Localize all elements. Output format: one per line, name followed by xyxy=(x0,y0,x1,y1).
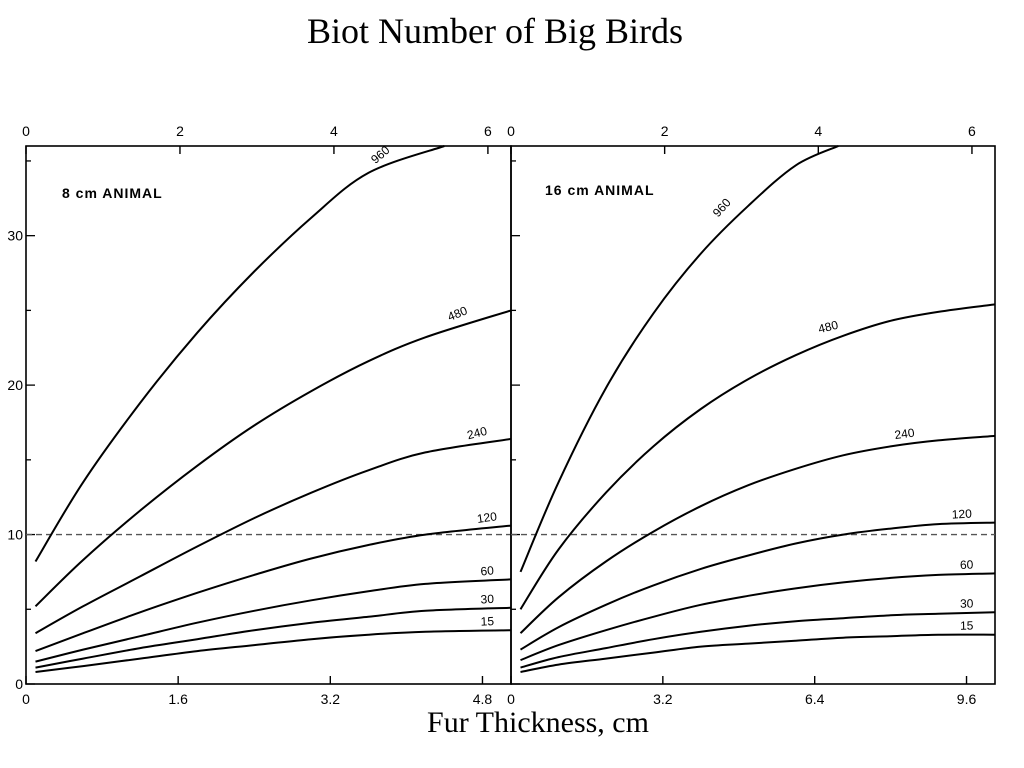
top-tick-label: 6 xyxy=(968,123,976,139)
curve-label-60: 60 xyxy=(960,558,974,572)
curve-30 xyxy=(520,611,996,669)
curve-240 xyxy=(35,437,512,635)
curve-label-15: 15 xyxy=(960,619,974,633)
y-tick-label: 10 xyxy=(7,527,23,543)
y-tick-label: 20 xyxy=(7,377,23,393)
curve-30 xyxy=(35,606,512,669)
x-tick-label: 3.2 xyxy=(653,691,673,707)
curve-label-15: 15 xyxy=(480,614,494,628)
top-tick-label: 4 xyxy=(330,123,338,139)
y-tick-label: 30 xyxy=(7,228,23,244)
x-tick-label: 0 xyxy=(22,691,30,707)
top-tick-label: 6 xyxy=(484,123,492,139)
curve-label-30: 30 xyxy=(960,597,974,611)
curve-15 xyxy=(520,633,996,673)
curve-label-240: 240 xyxy=(466,424,489,443)
curve-label-30: 30 xyxy=(480,592,494,607)
curve-120 xyxy=(35,524,512,653)
panel-label: 8 cm ANIMAL xyxy=(62,185,163,201)
x-tick-label: 6.4 xyxy=(805,691,825,707)
curve-label-60: 60 xyxy=(480,563,495,578)
top-tick-label: 4 xyxy=(814,123,822,139)
top-tick-label: 2 xyxy=(661,123,669,139)
curve-label-120: 120 xyxy=(951,507,972,522)
x-tick-label: 9.6 xyxy=(957,691,977,707)
top-tick-label: 0 xyxy=(22,123,30,139)
curve-240 xyxy=(519,434,996,634)
x-tick-label: 0 xyxy=(507,691,515,707)
curve-60 xyxy=(35,578,512,663)
x-tick-label: 1.6 xyxy=(168,691,188,707)
panel-label: 16 cm ANIMAL xyxy=(545,182,655,198)
curve-960 xyxy=(34,145,445,563)
curve-60 xyxy=(520,572,996,662)
x-tick-label: 4.8 xyxy=(473,691,493,707)
x-tick-label: 3.2 xyxy=(321,691,341,707)
curve-label-480: 480 xyxy=(817,318,840,337)
y-tick-label: 0 xyxy=(15,676,23,692)
curve-label-480: 480 xyxy=(446,303,470,324)
slide-title: Biot Number of Big Birds xyxy=(307,11,683,51)
curve-15 xyxy=(35,629,512,673)
top-tick-label: 0 xyxy=(507,123,515,139)
curve-480 xyxy=(519,303,996,610)
curve-480 xyxy=(34,309,512,608)
curve-label-240: 240 xyxy=(894,425,916,442)
curve-960 xyxy=(519,145,839,573)
panel-1-frame xyxy=(25,145,512,685)
panel-2-frame xyxy=(510,145,996,685)
curve-label-960: 960 xyxy=(710,195,734,219)
curve-120 xyxy=(519,521,996,651)
curve-label-120: 120 xyxy=(476,509,498,526)
x-axis-caption: Fur Thickness, cm xyxy=(427,706,649,739)
top-tick-label: 2 xyxy=(176,123,184,139)
